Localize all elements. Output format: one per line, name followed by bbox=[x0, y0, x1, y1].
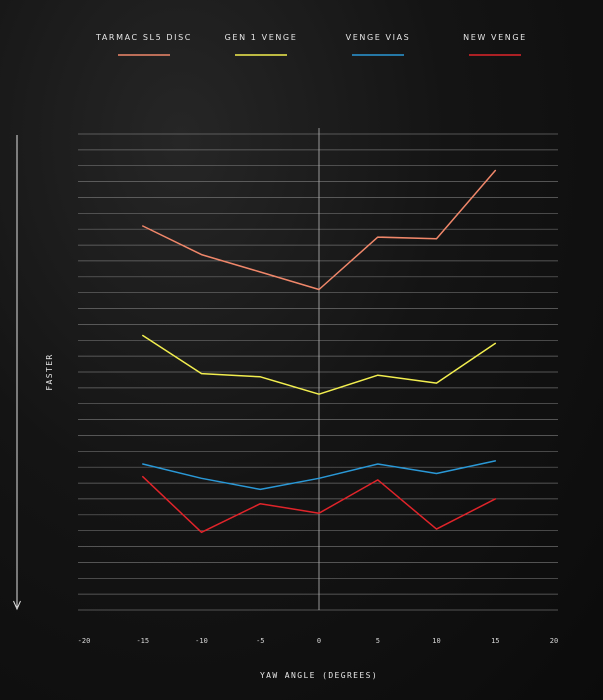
grid-lines bbox=[78, 128, 558, 611]
x-tick-label: 10 bbox=[432, 637, 440, 645]
series-line bbox=[142, 169, 497, 291]
series-line bbox=[142, 334, 497, 395]
x-axis-ticks: -20 -15 -10 -5 0 5 10 15 20 bbox=[78, 637, 559, 645]
axes: FASTER YAW ANGLE (DEGREES) bbox=[13, 135, 378, 680]
series-lines bbox=[142, 169, 497, 534]
y-axis-label: FASTER bbox=[45, 353, 54, 390]
x-tick-label: 15 bbox=[491, 637, 499, 645]
x-tick-label: -15 bbox=[136, 637, 149, 645]
x-tick-label: -10 bbox=[195, 637, 208, 645]
legend-label: NEW VENGE bbox=[463, 33, 527, 42]
x-tick-label: -20 bbox=[78, 637, 91, 645]
x-axis-label: YAW ANGLE (DEGREES) bbox=[260, 671, 378, 680]
x-tick-label: 5 bbox=[376, 637, 380, 645]
x-tick-label: -5 bbox=[256, 637, 264, 645]
x-tick-label: 20 bbox=[550, 637, 558, 645]
legend-label: TARMAC SL5 DISC bbox=[95, 33, 192, 42]
legend-label: GEN 1 VENGE bbox=[225, 33, 298, 42]
series-line bbox=[142, 475, 497, 534]
legend-label: VENGE VIAS bbox=[346, 33, 411, 42]
x-tick-label: 0 bbox=[317, 637, 321, 645]
legend: TARMAC SL5 DISC GEN 1 VENGE VENGE VIAS NEW … bbox=[95, 33, 527, 56]
faster-arrow-head bbox=[13, 600, 21, 611]
series-line bbox=[142, 460, 497, 491]
